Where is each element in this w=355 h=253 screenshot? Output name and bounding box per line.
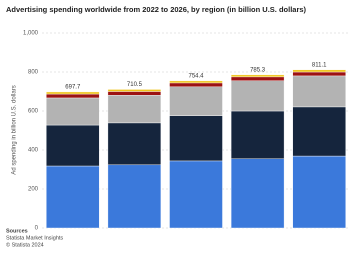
bar-segment bbox=[169, 86, 223, 116]
chart-title: Advertising spending worldwide from 2022… bbox=[6, 5, 307, 14]
bar-segment bbox=[46, 93, 100, 99]
bar-segment bbox=[107, 164, 162, 229]
bar-segment bbox=[292, 155, 346, 229]
bar-segment bbox=[169, 115, 223, 162]
bar-segment bbox=[46, 91, 100, 95]
total-label: 754.4 bbox=[188, 73, 204, 79]
bar-segment bbox=[292, 69, 346, 73]
y-tick-label: 1,000 bbox=[23, 31, 39, 37]
bar-segment bbox=[230, 74, 285, 78]
bar-segment bbox=[169, 80, 223, 84]
bar-segment bbox=[292, 106, 346, 157]
bar-segment bbox=[230, 76, 285, 81]
bar-segment bbox=[107, 122, 162, 166]
source-heading: Sources bbox=[6, 228, 28, 234]
bar-segment bbox=[107, 89, 162, 92]
total-label: 710.5 bbox=[127, 82, 143, 88]
total-label: 785.3 bbox=[250, 67, 266, 73]
total-label: 697.7 bbox=[65, 85, 81, 91]
bar-segment bbox=[107, 95, 162, 124]
source-line: Statista Market Insights bbox=[6, 235, 63, 241]
source-line: © Statista 2024 bbox=[6, 241, 44, 248]
bar-segment bbox=[46, 165, 100, 229]
y-tick-label: 600 bbox=[28, 109, 39, 115]
bar-segment bbox=[169, 82, 223, 88]
y-tick-label: 800 bbox=[28, 70, 39, 76]
bar-segment bbox=[292, 71, 346, 77]
bar-segment bbox=[169, 160, 223, 229]
bar-segment bbox=[46, 124, 100, 167]
bar-segment bbox=[107, 91, 162, 96]
bar-segment bbox=[230, 110, 285, 159]
bar-segment bbox=[292, 75, 346, 108]
bar-segment bbox=[46, 97, 100, 126]
y-axis-label: Ad spending in billion U.S. dollars bbox=[12, 85, 18, 174]
y-tick-label: 0 bbox=[35, 226, 39, 232]
bar-segment bbox=[230, 158, 285, 229]
bar-segment bbox=[230, 80, 285, 112]
total-label: 811.1 bbox=[312, 62, 327, 68]
y-tick-label: 200 bbox=[28, 187, 39, 193]
y-tick-label: 400 bbox=[28, 148, 39, 154]
